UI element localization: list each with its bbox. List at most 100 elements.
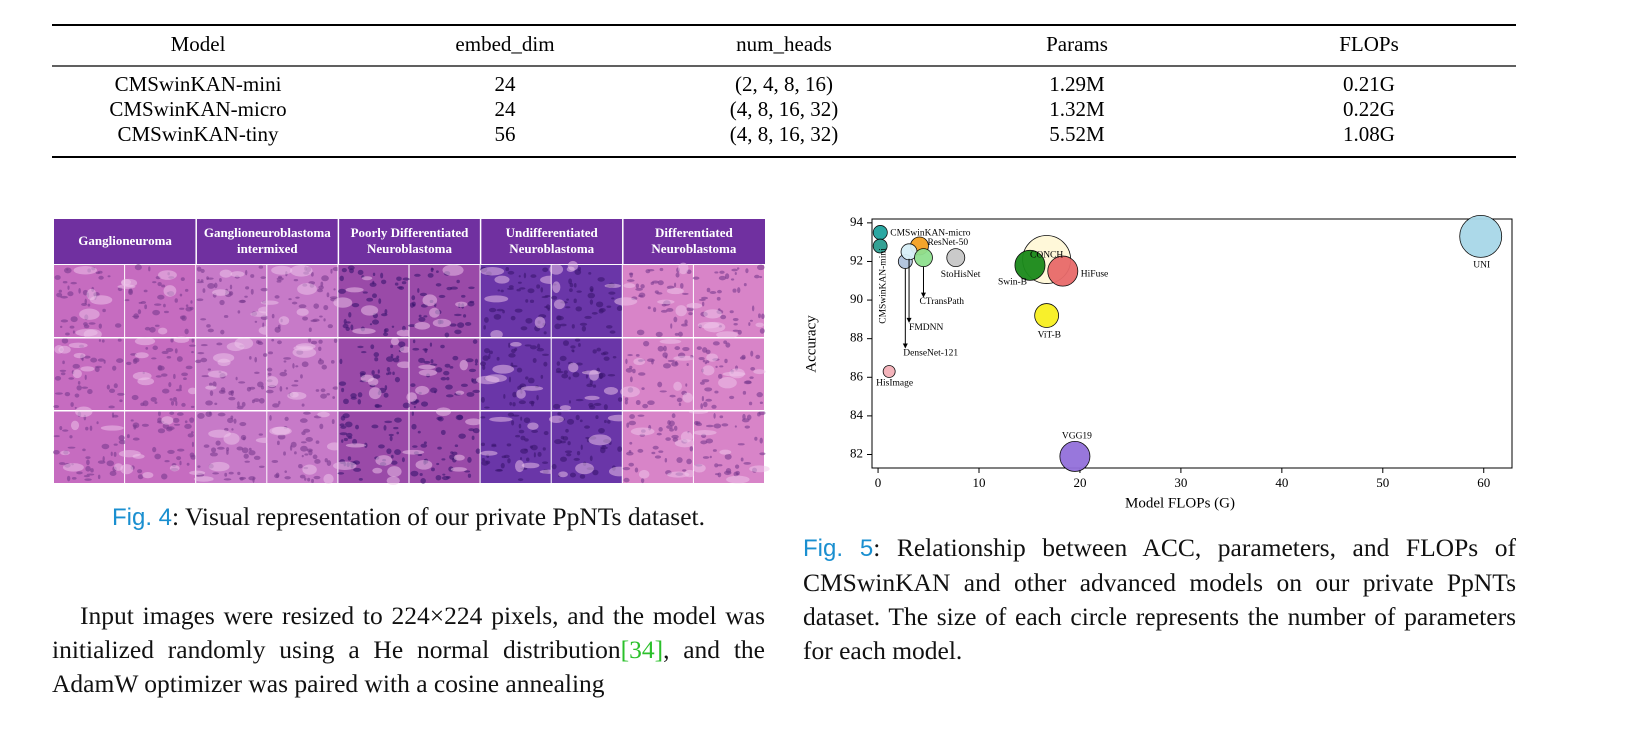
table-cell: 0.21G: [1343, 72, 1395, 96]
nucleus: [454, 444, 459, 448]
fig-link[interactable]: Fig. 4: [111, 504, 173, 531]
nucleus: [101, 443, 110, 450]
body-text: Input images were resized to 224×224 pix…: [52, 599, 765, 701]
nucleus: [283, 451, 286, 456]
nucleus: [383, 332, 389, 337]
nucleus: [64, 391, 71, 397]
nucleus: [150, 397, 157, 402]
nucleus: [599, 376, 603, 380]
nucleus: [482, 355, 490, 361]
nucleus: [467, 473, 472, 478]
nucleus: [567, 441, 571, 446]
nucleus: [604, 419, 607, 424]
nucleus: [294, 379, 299, 383]
nucleus: [269, 415, 272, 421]
bubble: [1047, 255, 1079, 287]
nucleus: [401, 457, 405, 463]
nucleus: [715, 365, 718, 368]
stroma: [623, 283, 636, 289]
stroma: [450, 467, 467, 472]
x-tick-label: 10: [973, 475, 986, 490]
nucleus: [719, 415, 724, 419]
nucleus: [543, 361, 548, 367]
nucleus: [283, 357, 292, 360]
table-cell: 24: [495, 97, 517, 121]
nucleus: [759, 401, 764, 405]
nucleus: [346, 432, 353, 438]
nucleus: [562, 436, 569, 441]
nucleus: [248, 450, 256, 456]
nucleus: [339, 358, 343, 365]
nucleus: [217, 412, 226, 417]
stroma: [553, 299, 565, 310]
stroma: [234, 337, 254, 350]
nucleus: [442, 473, 446, 476]
nucleus: [654, 455, 662, 459]
nucleus: [245, 286, 250, 290]
nucleus: [564, 450, 573, 454]
nucleus: [301, 403, 305, 407]
nucleus: [326, 292, 330, 298]
nucleus: [659, 267, 664, 272]
stroma: [271, 426, 291, 435]
nucleus: [184, 288, 189, 292]
nucleus: [449, 366, 454, 369]
fig-link[interactable]: Fig. 5: [803, 535, 874, 562]
nucleus: [592, 384, 597, 388]
nucleus: [306, 448, 313, 453]
nucleus: [394, 417, 402, 423]
nucleus: [656, 432, 662, 436]
nucleus: [593, 402, 602, 406]
nucleus: [70, 316, 78, 323]
nucleus: [97, 358, 105, 362]
nucleus: [185, 365, 193, 370]
nucleus: [529, 445, 533, 449]
nucleus: [543, 331, 547, 335]
point-label: UNI: [1473, 261, 1490, 271]
nucleus: [509, 401, 513, 406]
bubble: [1034, 303, 1060, 328]
nucleus: [598, 372, 606, 378]
nucleus: [635, 287, 643, 291]
nucleus: [76, 385, 82, 391]
nucleus: [76, 471, 83, 475]
nucleus: [161, 284, 166, 288]
nucleus: [197, 465, 201, 468]
nucleus: [355, 424, 359, 430]
nucleus: [750, 366, 756, 371]
point-label: CMSwinKAN-mini: [878, 248, 888, 324]
stroma: [429, 307, 440, 318]
nucleus: [454, 329, 462, 335]
nucleus: [488, 350, 493, 355]
nucleus: [410, 470, 419, 477]
stroma: [638, 469, 650, 479]
nucleus: [107, 275, 111, 278]
nucleus: [464, 470, 471, 473]
nucleus: [702, 359, 706, 363]
nucleus: [170, 337, 174, 343]
nucleus: [756, 392, 763, 398]
nucleus: [351, 303, 360, 308]
nucleus: [163, 303, 166, 308]
nucleus: [318, 346, 322, 352]
bubble: [914, 248, 933, 268]
nucleus: [200, 344, 208, 347]
nucleus: [69, 325, 75, 329]
nucleus: [216, 342, 223, 346]
stroma: [212, 289, 230, 296]
nucleus: [227, 417, 234, 424]
stroma: [489, 416, 513, 422]
nucleus: [350, 324, 354, 331]
nucleus: [386, 366, 391, 372]
nucleus: [300, 445, 308, 452]
nucleus: [268, 351, 274, 355]
nucleus: [559, 323, 567, 327]
nucleus: [157, 417, 163, 423]
nucleus: [88, 322, 96, 325]
nucleus: [566, 418, 575, 425]
nucleus: [682, 469, 687, 472]
nucleus: [190, 300, 193, 304]
citation[interactable]: [34]: [620, 635, 664, 664]
stroma: [396, 329, 412, 337]
nucleus: [757, 264, 765, 271]
